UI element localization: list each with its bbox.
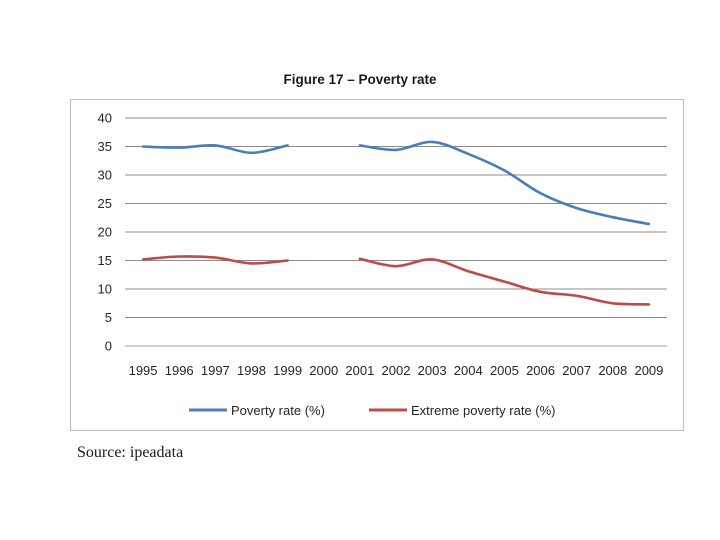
series-lines [143,142,649,305]
figure-title: Figure 17 – Poverty rate [0,72,720,87]
y-tick-label: 15 [98,253,112,268]
x-tick-label: 2006 [526,363,555,378]
y-tick-label: 5 [105,310,112,325]
x-tick-label: 1996 [165,363,194,378]
x-tick-label: 1997 [201,363,230,378]
x-tick-label: 2000 [309,363,338,378]
legend-label-poverty: Poverty rate (%) [231,403,325,418]
legend: Poverty rate (%) Extreme poverty rate (%) [189,403,556,418]
x-tick-label: 2007 [562,363,591,378]
y-tick-label: 0 [105,339,112,354]
y-tick-label: 30 [98,168,112,183]
y-axis-ticks: 0 5 10 15 20 25 30 35 40 [98,111,112,354]
x-tick-label: 2001 [345,363,374,378]
x-tick-label: 2003 [418,363,447,378]
poverty-rate-line [360,142,649,224]
x-tick-label: 2002 [382,363,411,378]
x-tick-label: 1999 [273,363,302,378]
x-tick-label: 2009 [634,363,663,378]
chart-frame: 0 5 10 15 20 25 30 35 40 1995 1996 1997 1998 1999 200… [70,99,684,431]
y-tick-label: 35 [98,139,112,154]
poverty-rate-line-chart: 0 5 10 15 20 25 30 35 40 1995 1996 1997 1998 1999 200… [71,100,685,432]
legend-label-extreme-poverty: Extreme poverty rate (%) [411,403,556,418]
x-tick-label: 1995 [129,363,158,378]
extreme-poverty-rate-line [360,259,649,305]
x-tick-label: 2008 [598,363,627,378]
gridlines [125,118,667,346]
x-tick-label: 1998 [237,363,266,378]
source-note: Source: ipeadata [77,444,183,462]
x-axis-ticks: 1995 1996 1997 1998 1999 2000 2001 2002 2003 2004… [129,363,664,378]
y-tick-label: 10 [98,282,112,297]
y-tick-label: 40 [98,111,112,126]
y-tick-label: 20 [98,225,112,240]
extreme-poverty-rate-line [143,256,288,263]
x-tick-label: 2004 [454,363,483,378]
y-tick-label: 25 [98,196,112,211]
x-tick-label: 2005 [490,363,519,378]
